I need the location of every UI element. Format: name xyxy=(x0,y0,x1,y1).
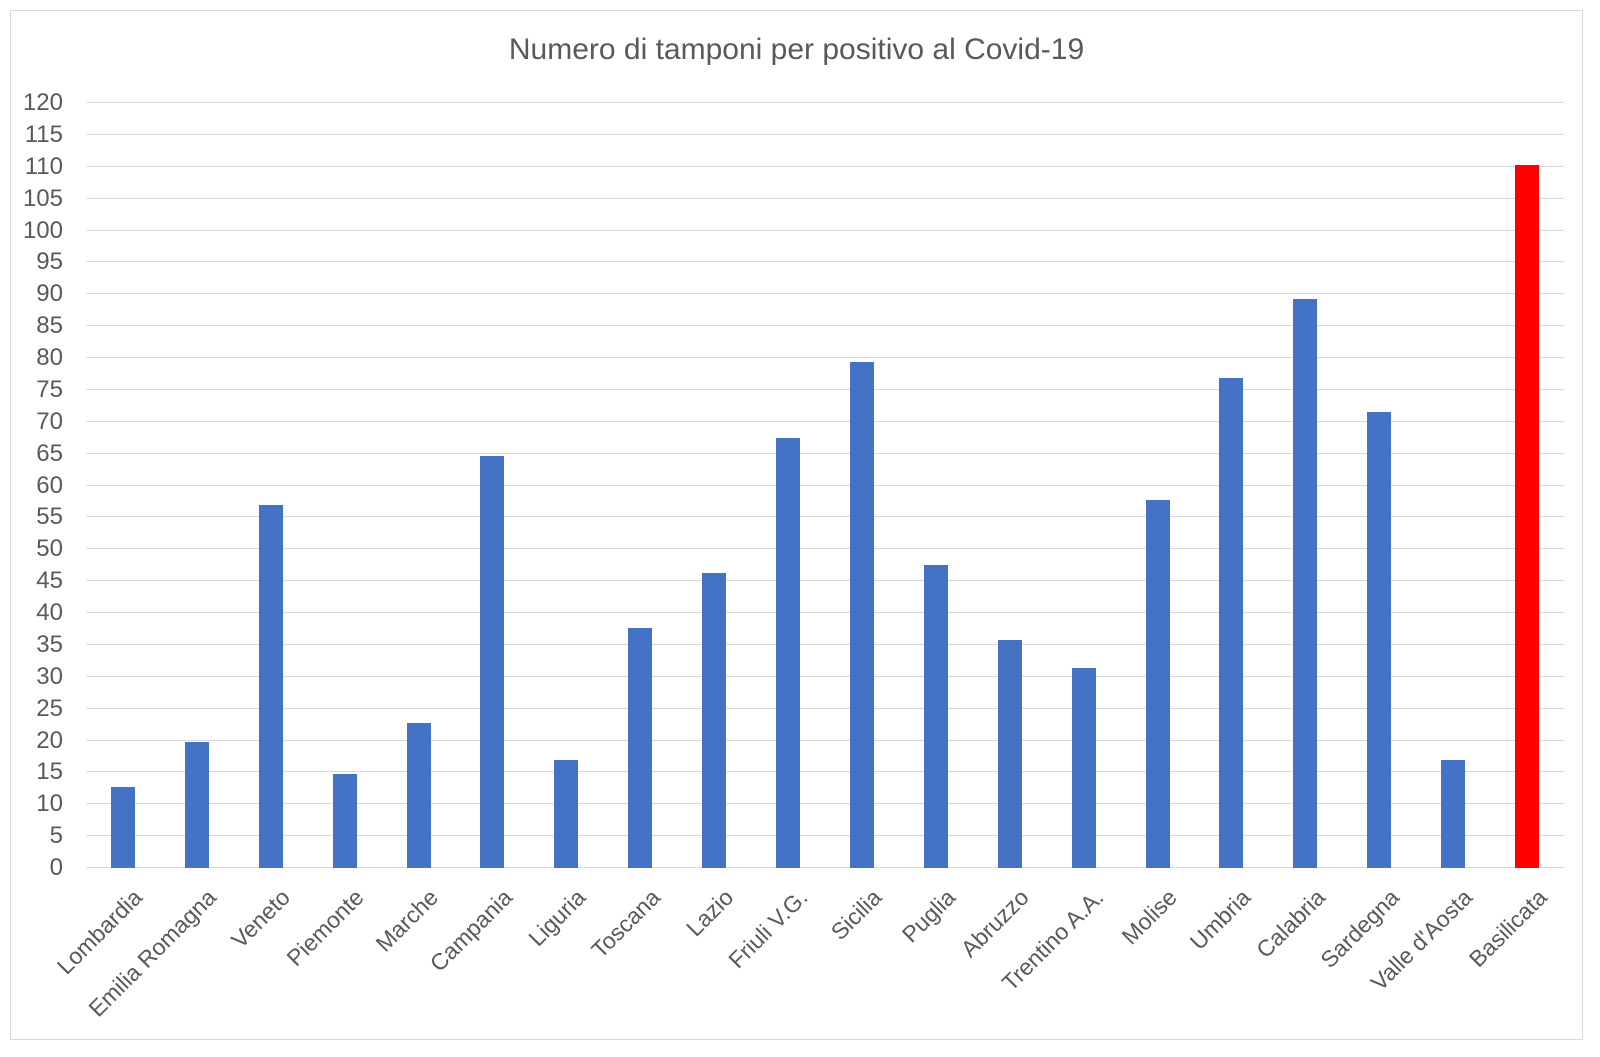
y-tick-label: 35 xyxy=(36,630,63,658)
gridline xyxy=(86,739,1564,741)
y-tick-label: 120 xyxy=(22,89,63,116)
gridline xyxy=(86,803,1564,805)
bar-umbria xyxy=(1219,377,1244,868)
x-category-label: Sicilia xyxy=(825,884,887,945)
bar-piemonte xyxy=(332,773,357,868)
y-tick-label: 95 xyxy=(36,248,63,276)
bar-lombardia xyxy=(110,787,135,868)
chart-title: Numero di tamponi per positivo al Covid-… xyxy=(508,33,1085,66)
bar-campania xyxy=(480,456,505,868)
y-tick-label: 30 xyxy=(36,662,63,690)
gridline xyxy=(86,229,1564,231)
bar-abruzzo xyxy=(997,639,1022,868)
gridline xyxy=(86,580,1564,582)
y-tick-label: 80 xyxy=(36,344,63,371)
x-category-label: Puglia xyxy=(896,884,961,948)
bar-calabria xyxy=(1293,299,1318,868)
y-tick-label: 85 xyxy=(36,312,63,340)
y-tick-label: 50 xyxy=(36,535,63,563)
bar-lazio xyxy=(702,572,727,868)
bar-molise xyxy=(1145,499,1170,868)
gridline xyxy=(86,484,1564,486)
bar-friuli-v-g xyxy=(776,437,801,868)
y-tick-label: 75 xyxy=(36,375,63,403)
bar-sardegna xyxy=(1367,412,1392,868)
y-tick-label: 115 xyxy=(24,120,63,148)
bar-toscana xyxy=(628,627,653,868)
gridline xyxy=(86,867,1564,868)
gridline xyxy=(86,548,1564,550)
x-category-label: Basilicata xyxy=(1463,884,1552,972)
bar-valle-d-aosta xyxy=(1441,759,1466,868)
gridline xyxy=(86,420,1564,422)
gridline xyxy=(86,102,1564,103)
y-tick-label: 60 xyxy=(36,471,63,499)
y-tick-label: 65 xyxy=(36,439,63,467)
y-tick-label: 15 xyxy=(36,758,63,786)
y-tick-label: 90 xyxy=(36,280,63,308)
gridline xyxy=(86,133,1564,135)
y-tick-label: 10 xyxy=(36,790,63,818)
x-category-label: Lazio xyxy=(681,884,739,942)
x-category-label: Marche xyxy=(370,884,443,957)
gridline xyxy=(86,643,1564,645)
y-tick-label: 5 xyxy=(49,822,63,850)
y-tick-label: 105 xyxy=(22,184,63,212)
bar-emilia-romagna xyxy=(184,741,209,868)
x-category-label: Emilia Romagna xyxy=(83,884,222,1022)
y-tick-label: 25 xyxy=(36,694,63,722)
y-tick-label: 0 xyxy=(49,854,63,881)
y-tick-label: 70 xyxy=(36,407,63,435)
gridline xyxy=(86,293,1564,295)
x-category-label: Veneto xyxy=(226,884,296,954)
x-category-label: Piemonte xyxy=(281,884,370,972)
gridline xyxy=(86,707,1564,709)
bar-trentino-a-a xyxy=(1071,667,1096,868)
chart-frame: Numero di tamponi per positivo al Covid-… xyxy=(10,10,1583,1040)
gridline xyxy=(86,261,1564,263)
x-category-label: Friuli V.G. xyxy=(723,884,813,974)
x-category-label: Toscana xyxy=(585,884,665,963)
bar-marche xyxy=(406,723,431,868)
plot-area: 0 5 10 15 20 25 30 35 40 45 50 55 60 65 70 75 80 85 90 95 10… xyxy=(23,89,1564,1022)
gridline xyxy=(86,325,1564,327)
gridline xyxy=(86,388,1564,390)
gridline xyxy=(86,452,1564,454)
y-tick-label: 20 xyxy=(36,726,63,754)
gridline xyxy=(86,675,1564,677)
y-tick-label: 110 xyxy=(24,152,63,180)
gridline xyxy=(86,357,1564,358)
gridline xyxy=(86,516,1564,518)
gridline xyxy=(86,612,1564,613)
y-tick-label: 100 xyxy=(22,216,63,244)
x-category-label: Liguria xyxy=(523,884,591,952)
bar-sicilia xyxy=(849,362,874,868)
bar-puglia xyxy=(923,565,948,868)
x-category-label: Umbria xyxy=(1185,884,1256,955)
gridline xyxy=(86,835,1564,837)
bar-liguria xyxy=(554,759,579,868)
gridline xyxy=(86,197,1564,199)
gridline xyxy=(86,771,1564,773)
y-tick-label: 40 xyxy=(36,599,63,626)
y-tick-label: 55 xyxy=(36,503,63,531)
bar-basilicata xyxy=(1515,165,1540,868)
bar-veneto xyxy=(258,504,283,868)
x-category-label: Molise xyxy=(1116,884,1182,950)
gridline xyxy=(86,165,1564,167)
y-tick-label: 45 xyxy=(36,567,63,595)
